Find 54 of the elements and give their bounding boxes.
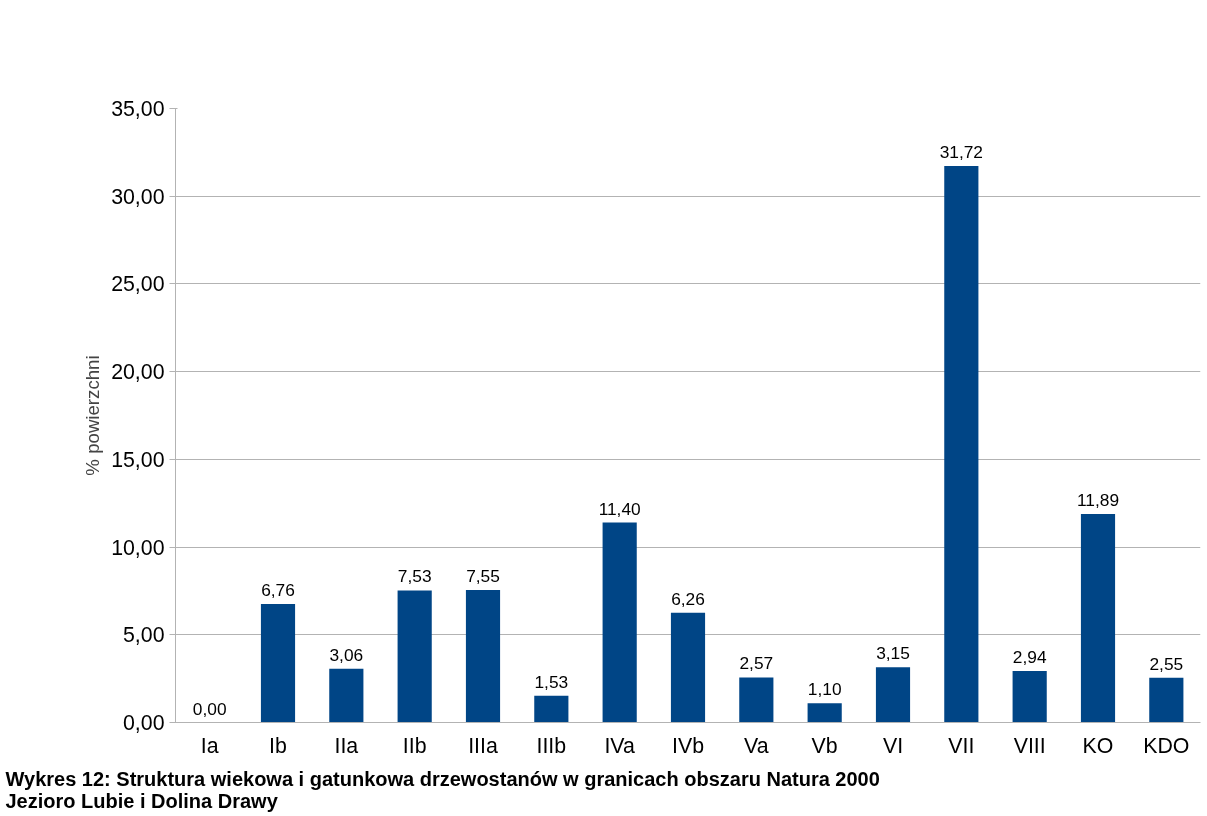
bar <box>1012 670 1047 723</box>
data-label: 2,55 <box>1149 653 1184 674</box>
x-tick-label: VI <box>882 733 904 758</box>
y-axis-title: % powierzchni <box>82 355 104 476</box>
data-label: 7,53 <box>397 566 432 587</box>
bar <box>534 695 569 723</box>
data-label: 3,06 <box>329 644 364 665</box>
data-label: 11,40 <box>598 498 641 519</box>
bar <box>1149 677 1184 723</box>
x-tick-label: Ib <box>269 733 287 758</box>
bar <box>807 703 842 723</box>
data-label: 6,76 <box>261 579 295 600</box>
bar <box>329 668 364 723</box>
x-tick-label: IIa <box>334 733 359 758</box>
data-label: 7,55 <box>466 566 500 587</box>
bar <box>602 522 637 723</box>
x-tick-label: Vb <box>811 733 838 758</box>
bar <box>465 590 501 723</box>
x-tick-label: KO <box>1082 733 1114 758</box>
y-tick-label: 25,00 <box>111 272 165 297</box>
bar <box>670 612 706 723</box>
data-label: 31,72 <box>939 142 984 163</box>
data-label: 11,89 <box>1076 489 1120 510</box>
bar <box>260 603 296 723</box>
data-label: 1,53 <box>534 671 569 692</box>
x-tick-label: IVa <box>604 733 636 758</box>
y-tick-label: 20,00 <box>111 360 165 385</box>
x-tick-label: Va <box>744 733 769 758</box>
x-tick-label: VII <box>948 733 975 758</box>
x-tick-label: IIIb <box>536 733 567 758</box>
bar <box>1080 513 1116 723</box>
data-label: 3,15 <box>876 643 910 664</box>
bar <box>739 677 774 723</box>
x-tick-label: IIb <box>402 733 427 758</box>
data-label: 1,10 <box>807 679 842 700</box>
data-label: 6,26 <box>671 588 705 609</box>
y-tick-label: 10,00 <box>111 535 165 560</box>
text: Wykres 12: Struktura wiekowa i gatunkowa drzewostanów w granicach obszaru Natura 2000 Jezioro Lubie i Dolina Drawy <box>5 767 880 812</box>
bar <box>875 667 911 723</box>
x-tick-label: Ia <box>200 733 219 758</box>
y-tick-label: 5,00 <box>122 623 165 648</box>
x-tick-label: IIIa <box>468 733 498 758</box>
x-tick-label: VIII <box>1013 733 1046 758</box>
y-tick-label: 0,00 <box>122 711 165 735</box>
data-label: 2,94 <box>1012 646 1047 667</box>
y-tick-label: 30,00 <box>111 184 165 209</box>
data-label: 2,57 <box>739 653 774 674</box>
x-tick-label: IVb <box>671 733 705 758</box>
bar <box>397 590 432 723</box>
y-tick-label: 15,00 <box>111 447 165 472</box>
bar <box>944 166 979 723</box>
y-tick-label: 35,00 <box>111 97 165 121</box>
x-tick-label: KDO <box>1143 733 1190 758</box>
data-label: 0,00 <box>192 698 227 719</box>
